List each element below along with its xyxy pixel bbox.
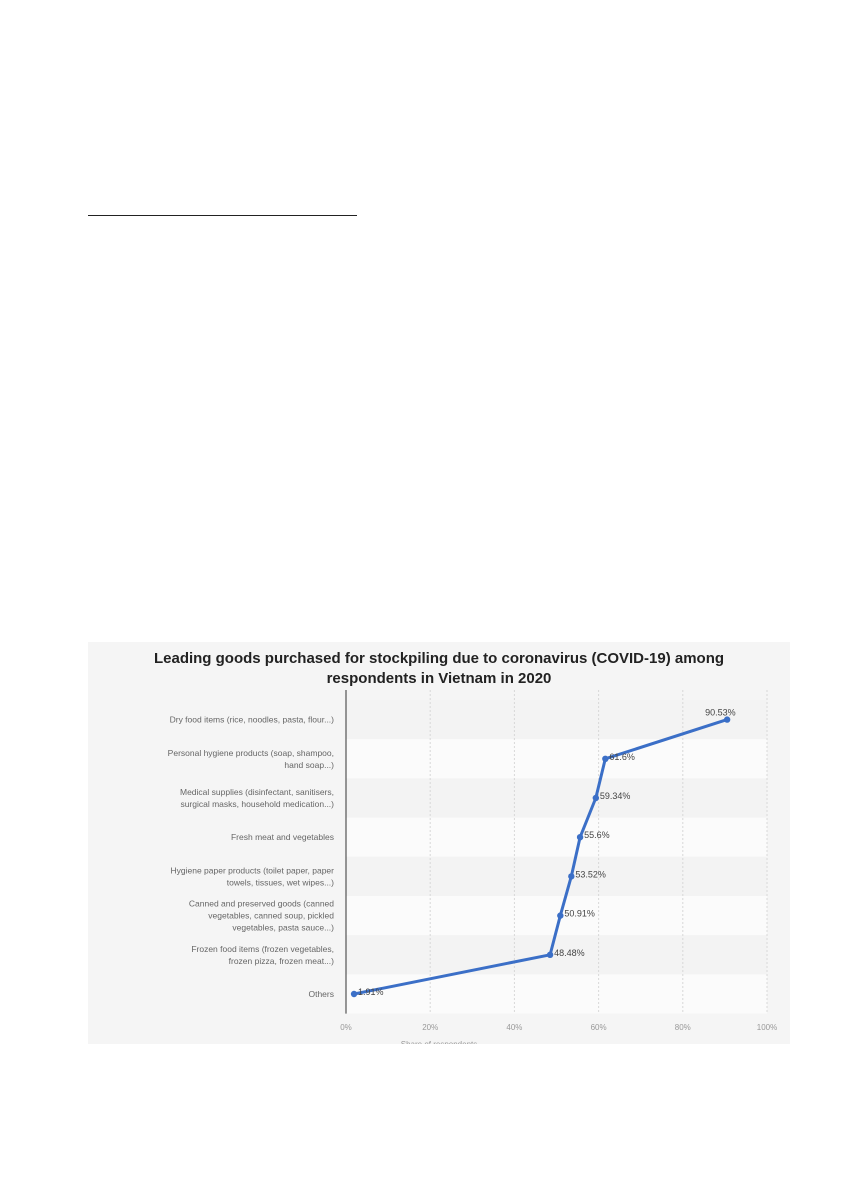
chart: Leading goods purchased for stockpiling … <box>88 642 790 1044</box>
data-point <box>546 951 554 958</box>
data-label: 59.34% <box>600 791 631 801</box>
data-label: 50.91% <box>564 909 595 919</box>
category-label: surgical masks, household medication...) <box>180 799 334 809</box>
x-tick-label: 20% <box>422 1023 438 1032</box>
data-point <box>602 755 609 762</box>
data-point <box>723 716 731 723</box>
data-point <box>350 990 358 998</box>
data-label: 55.6% <box>584 830 610 840</box>
data-point <box>557 912 564 919</box>
data-point <box>592 794 600 802</box>
category-label: vegetables, pasta sauce...) <box>232 923 334 933</box>
row-band <box>346 700 767 740</box>
data-point <box>576 834 584 841</box>
category-label: Fresh meat and vegetables <box>231 832 334 842</box>
data-point <box>568 873 575 880</box>
row-band <box>346 974 767 1014</box>
category-label: towels, tissues, wet wipes...) <box>227 877 334 887</box>
series-line <box>353 718 728 996</box>
x-tick-label: 40% <box>506 1023 522 1032</box>
category-label: Canned and preserved goods (canned <box>189 899 334 909</box>
data-label: 61.6% <box>609 752 635 762</box>
chart-title: Leading goods purchased for stockpiling … <box>154 650 724 667</box>
category-label: vegetables, canned soup, pickled <box>208 911 334 921</box>
x-tick-label: 0% <box>340 1023 352 1032</box>
row-band <box>346 856 767 896</box>
row-band <box>346 935 767 975</box>
x-tick-label: 100% <box>757 1023 777 1032</box>
row-band <box>346 739 767 779</box>
x-axis-label: Share of respondents <box>401 1040 478 1044</box>
data-label: 53.52% <box>575 869 606 879</box>
row-band <box>346 778 767 818</box>
category-label: Hygiene paper products (toilet paper, pa… <box>171 865 335 875</box>
data-label: 48.48% <box>554 948 585 958</box>
x-tick-label: 60% <box>591 1023 607 1032</box>
data-label: 1.91% <box>358 987 384 997</box>
underline-rule <box>88 215 357 216</box>
category-label: Personal hygiene products (soap, shampoo… <box>168 748 334 758</box>
chart-title: respondents in Vietnam in 2020 <box>327 670 552 687</box>
category-label: Frozen food items (frozen vegetables, <box>191 944 334 954</box>
row-band <box>346 817 767 857</box>
x-tick-label: 80% <box>675 1023 691 1032</box>
data-label: 90.53% <box>705 708 736 718</box>
category-label: Medical supplies (disinfectant, sanitise… <box>180 787 334 797</box>
chart-svg: Leading goods purchased for stockpiling … <box>154 650 777 1044</box>
category-label: Others <box>308 989 334 999</box>
category-label: frozen pizza, frozen meat...) <box>229 956 335 966</box>
category-label: Dry food items (rice, noodles, pasta, fl… <box>170 715 335 725</box>
category-label: hand soap...) <box>284 760 334 770</box>
